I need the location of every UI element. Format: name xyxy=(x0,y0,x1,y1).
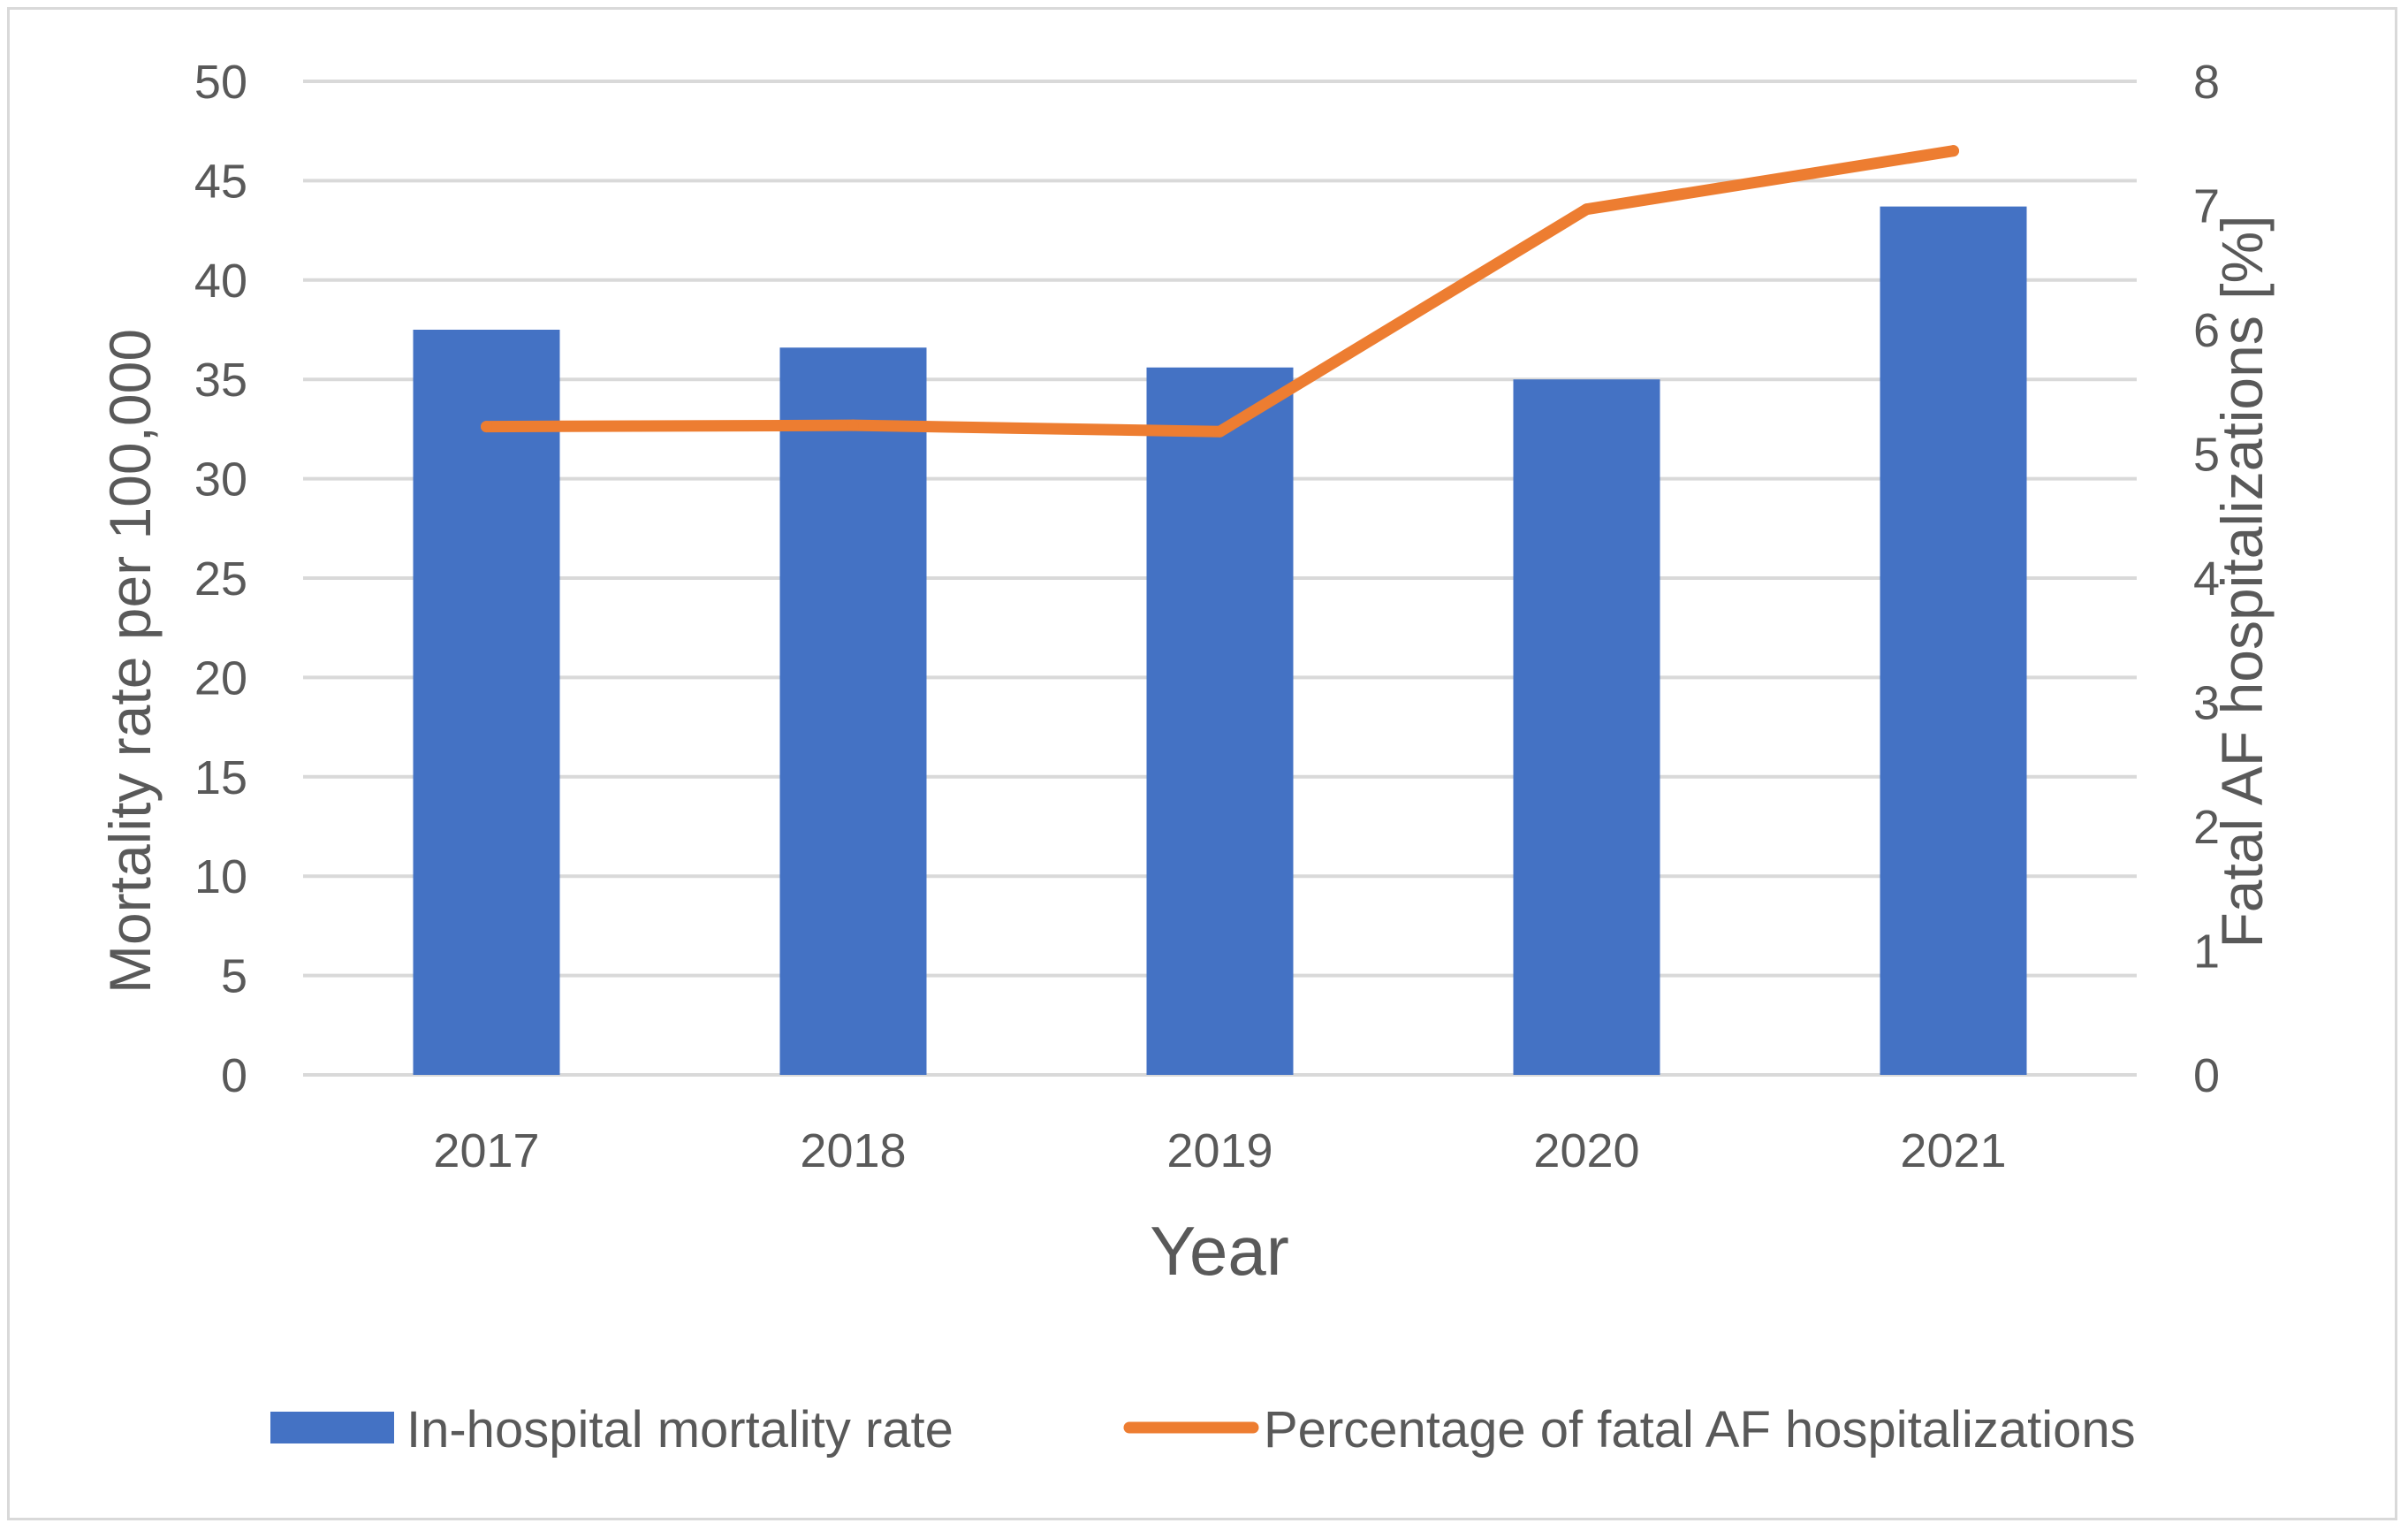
y-tick-label: 15 xyxy=(194,751,247,804)
legend-bar-label: In-hospital mortality rate xyxy=(406,1401,953,1459)
y-tick-label: 0 xyxy=(221,1049,247,1102)
y-tick-label: 10 xyxy=(194,850,247,903)
y-tick-label: 30 xyxy=(194,453,247,507)
line-point-2018 xyxy=(847,419,859,431)
x-tick-label: 2019 xyxy=(1166,1124,1272,1177)
x-tick-label: 2020 xyxy=(1533,1124,1639,1177)
legend-line-label: Percentage of fatal AF hospitalizations xyxy=(1264,1401,2136,1459)
x-axis-title: Year xyxy=(1150,1212,1289,1290)
y2-tick-label: 8 xyxy=(2193,56,2220,109)
y-tick-label: 50 xyxy=(194,56,247,109)
y2-tick-label: 3 xyxy=(2193,677,2220,730)
x-axis-ticks: 2017 2018 2019 2020 2021 xyxy=(433,1124,2006,1177)
y2-tick-label: 1 xyxy=(2193,925,2220,979)
legend-bar-swatch xyxy=(270,1412,394,1443)
y2-tick-label: 6 xyxy=(2193,304,2220,357)
y-tick-label: 5 xyxy=(221,950,247,1003)
y-tick-label: 20 xyxy=(194,651,247,705)
y-axis-ticks: 0 5 10 15 20 25 30 35 40 45 50 xyxy=(194,56,247,1102)
y2-tick-label: 0 xyxy=(2193,1049,2220,1102)
line-point-2019 xyxy=(1214,425,1226,438)
y2-tick-label: 2 xyxy=(2193,801,2220,854)
line-point-2020 xyxy=(1581,203,1592,216)
y2-tick-label: 7 xyxy=(2193,180,2220,233)
bar-2017 xyxy=(413,330,560,1075)
bar-2019 xyxy=(1146,367,1294,1075)
y2-axis-title: Fatal AF hospitalizations [%] xyxy=(2209,215,2275,948)
bar-2021 xyxy=(1880,206,2027,1075)
y2-tick-label: 4 xyxy=(2193,552,2220,606)
line-series xyxy=(481,145,1959,438)
y-tick-label: 40 xyxy=(194,255,247,308)
y-tick-label: 25 xyxy=(194,552,247,606)
line-point-2021 xyxy=(1948,145,1959,157)
y-tick-label: 35 xyxy=(194,354,247,407)
x-tick-label: 2018 xyxy=(800,1124,906,1177)
gridlines xyxy=(303,80,2137,1077)
y2-tick-label: 5 xyxy=(2193,429,2220,482)
bar-series xyxy=(413,206,2027,1075)
bar-2018 xyxy=(779,347,927,1075)
y2-axis-ticks: 0 1 2 3 4 5 6 7 8 xyxy=(2193,56,2220,1102)
line-point-2017 xyxy=(481,421,492,433)
bar-2020 xyxy=(1513,379,1660,1075)
x-tick-label: 2017 xyxy=(433,1124,539,1177)
y-tick-label: 45 xyxy=(194,155,247,208)
x-tick-label: 2021 xyxy=(1900,1124,2006,1177)
y-axis-title: Mortality rate per 100,000 xyxy=(97,329,163,994)
legend: In-hospital mortality rate Percentage of… xyxy=(270,1401,2136,1459)
